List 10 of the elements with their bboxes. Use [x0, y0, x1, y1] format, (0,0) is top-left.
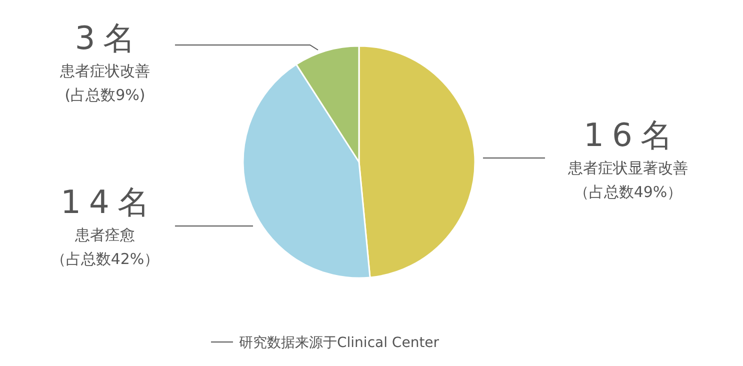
text: (占总数9%)	[64, 86, 146, 104]
slice-label: 患者症状显著改善	[567, 159, 688, 177]
data-label: 3名	[74, 19, 144, 57]
data-label: 16名	[584, 116, 680, 154]
text: （占总数42%）	[50, 250, 160, 268]
slice-label: 患者症状改善	[59, 62, 150, 80]
data-label: 14名	[60, 183, 158, 221]
text: （占总数49%）	[574, 183, 682, 201]
slice-label: 患者痊愈	[74, 226, 135, 244]
text: 研究数据来源于Clinical Center	[239, 335, 440, 351]
